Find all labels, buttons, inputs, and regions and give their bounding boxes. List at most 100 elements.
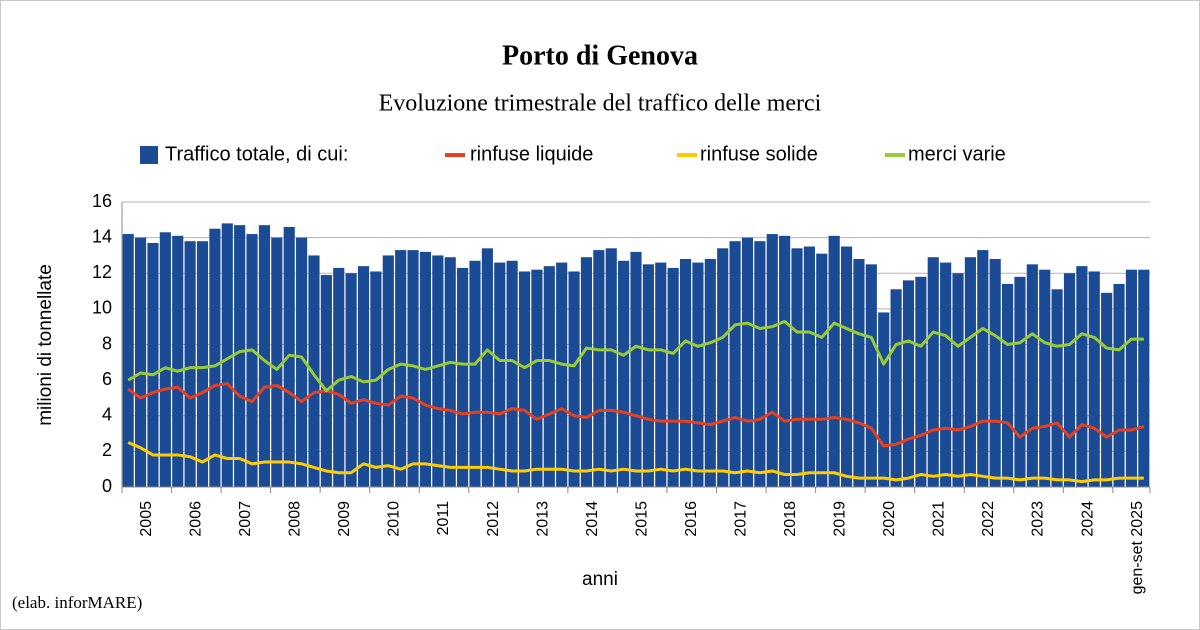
legend-label: Traffico totale, di cui: — [165, 143, 348, 165]
bar — [258, 225, 271, 487]
x-tick-label: 2024 — [1079, 501, 1096, 537]
bar — [754, 241, 766, 487]
chart-subtitle: Evoluzione trimestrale del traffico dell… — [379, 91, 822, 117]
bar — [989, 259, 1001, 487]
bar — [704, 259, 716, 487]
bar — [729, 241, 741, 487]
bar — [407, 250, 419, 487]
bar — [890, 289, 902, 487]
bar — [543, 266, 555, 487]
bar — [556, 262, 568, 487]
bar — [977, 250, 989, 487]
y-tick-label: 12 — [92, 262, 112, 282]
bar — [1113, 283, 1125, 487]
bar — [1138, 269, 1150, 487]
bar — [1088, 271, 1100, 487]
bar — [159, 232, 171, 487]
bar — [1026, 264, 1038, 487]
bar — [679, 259, 692, 487]
bar — [147, 242, 159, 487]
bar — [432, 255, 444, 487]
legend-label: merci varie — [908, 143, 1006, 165]
bar — [357, 266, 370, 487]
y-tick-label: 2 — [102, 440, 112, 460]
x-tick-label: 2007 — [237, 501, 254, 537]
bar — [469, 260, 481, 487]
x-tick-label: 2014 — [584, 501, 601, 537]
x-tick-label: 2020 — [881, 501, 898, 537]
x-axis-label: anni — [582, 569, 618, 590]
bar — [221, 223, 233, 487]
x-tick-label: 2005 — [138, 501, 155, 537]
bar — [172, 235, 184, 487]
x-tick-label: 2006 — [188, 501, 205, 537]
y-axis-label: milioni di tonnellate — [35, 264, 56, 426]
y-tick-label: 8 — [102, 333, 112, 353]
bar — [618, 260, 630, 487]
bar — [766, 234, 778, 487]
x-tick-label: 2016 — [683, 501, 700, 537]
bar — [940, 262, 952, 487]
bar — [531, 269, 543, 487]
bar — [927, 257, 939, 487]
bar — [580, 257, 593, 487]
bar — [481, 248, 493, 487]
bar — [1063, 273, 1076, 487]
bar — [135, 237, 147, 487]
x-tick-label: 2012 — [485, 501, 502, 537]
x-tick-label: 2015 — [633, 501, 650, 537]
bar — [853, 259, 865, 487]
bar — [444, 257, 456, 487]
bar — [395, 250, 407, 487]
bar — [234, 225, 246, 487]
bar — [196, 241, 209, 487]
bar — [840, 246, 853, 487]
bar — [692, 262, 704, 487]
bar — [1039, 269, 1051, 487]
y-tick-label: 4 — [102, 405, 112, 425]
bar — [952, 273, 964, 487]
bar — [605, 248, 617, 487]
bar — [779, 235, 791, 487]
y-tick-label: 16 — [92, 191, 112, 211]
x-tick-label: 2008 — [287, 501, 304, 537]
line — [127, 319, 1144, 393]
bar — [518, 271, 531, 487]
bar — [593, 250, 605, 487]
line — [127, 382, 1145, 448]
bar — [878, 312, 890, 487]
bar — [655, 262, 667, 487]
x-tick-label: gen-set 2025 — [1129, 501, 1146, 595]
bar — [345, 273, 357, 487]
bar — [296, 237, 308, 487]
bar — [209, 228, 221, 487]
x-tick-label: 2019 — [832, 501, 849, 537]
bar — [717, 248, 729, 487]
bar — [333, 267, 345, 487]
bar — [320, 275, 332, 487]
bar — [1001, 283, 1014, 487]
legend-swatch — [140, 146, 158, 164]
x-tick-label: 2010 — [386, 501, 403, 537]
y-tick-label: 10 — [92, 298, 112, 318]
bar — [184, 241, 196, 487]
bar — [308, 255, 320, 487]
bar — [271, 237, 283, 487]
bar — [506, 260, 518, 487]
y-tick-label: 6 — [102, 369, 112, 389]
bar — [865, 264, 877, 487]
bar — [630, 251, 642, 487]
x-tick-label: 2018 — [782, 501, 799, 537]
bar — [741, 237, 754, 487]
chart-title: Porto di Genova — [502, 40, 698, 71]
x-tick-label: 2009 — [336, 501, 353, 537]
bar — [246, 234, 258, 487]
x-tick-label: 2021 — [931, 501, 948, 537]
bar — [1014, 276, 1026, 487]
legend-label: rinfuse liquide — [470, 143, 593, 165]
y-tick-label: 0 — [102, 476, 112, 496]
x-tick-label: 2022 — [980, 501, 997, 537]
bar — [642, 264, 654, 487]
